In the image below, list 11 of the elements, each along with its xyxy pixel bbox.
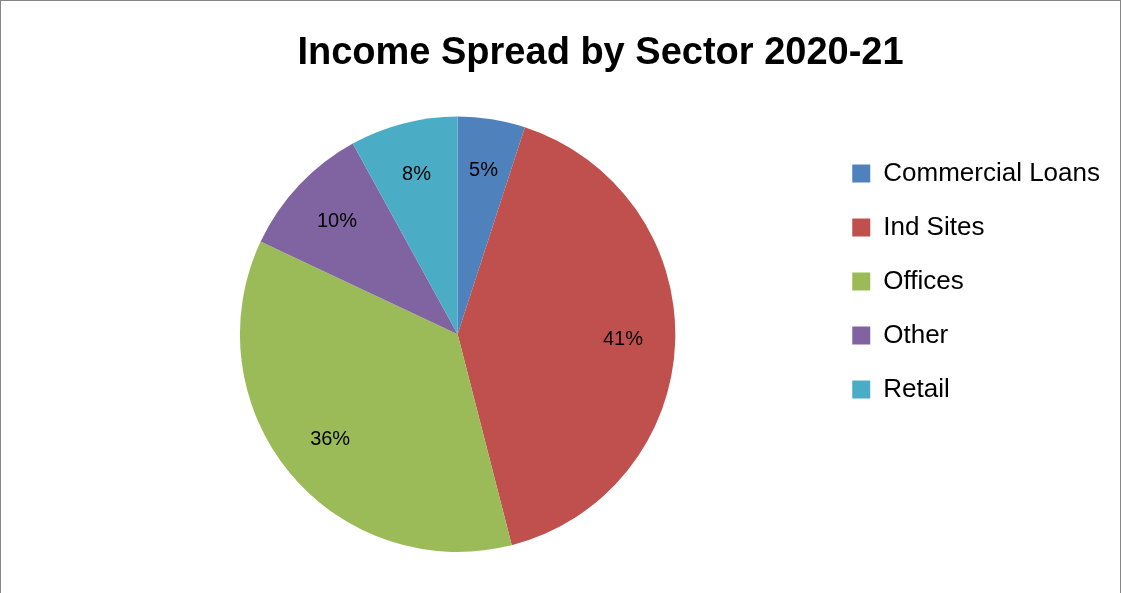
legend-label: Ind Sites — [883, 210, 985, 241]
data-label: 10% — [317, 208, 358, 231]
data-label: 41% — [602, 327, 644, 350]
data-label: 5% — [469, 158, 499, 181]
legend-label: Offices — [883, 264, 964, 295]
data-label: 8% — [402, 161, 432, 184]
legend-label: Commercial Loans — [883, 156, 1100, 187]
data-label: 36% — [310, 427, 351, 450]
legend-label: Other — [883, 318, 949, 349]
chart-title: Income Spread by Sector 2020-21 — [297, 30, 904, 73]
legend-label: Retail — [883, 372, 950, 403]
